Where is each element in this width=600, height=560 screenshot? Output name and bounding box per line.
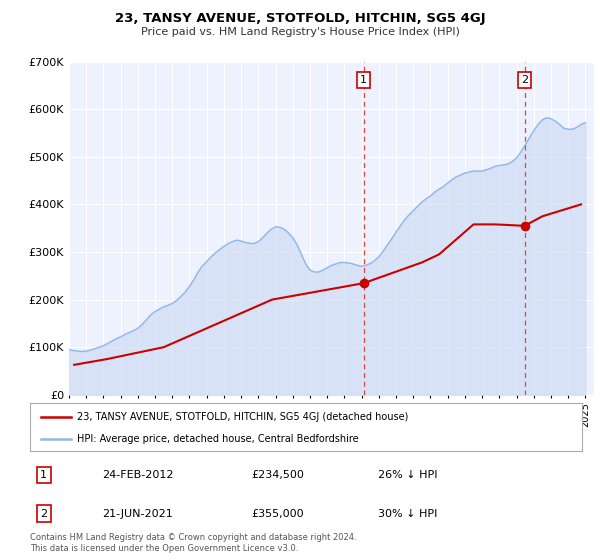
Text: 26% ↓ HPI: 26% ↓ HPI bbox=[378, 470, 437, 480]
Text: HPI: Average price, detached house, Central Bedfordshire: HPI: Average price, detached house, Cent… bbox=[77, 434, 359, 444]
Text: 23, TANSY AVENUE, STOTFOLD, HITCHIN, SG5 4GJ: 23, TANSY AVENUE, STOTFOLD, HITCHIN, SG5… bbox=[115, 12, 485, 25]
Text: 21-JUN-2021: 21-JUN-2021 bbox=[102, 509, 173, 519]
Text: 2: 2 bbox=[521, 75, 528, 85]
Text: 24-FEB-2012: 24-FEB-2012 bbox=[102, 470, 173, 480]
Text: This data is licensed under the Open Government Licence v3.0.: This data is licensed under the Open Gov… bbox=[30, 544, 298, 553]
Text: £234,500: £234,500 bbox=[251, 470, 304, 480]
Text: 1: 1 bbox=[360, 75, 367, 85]
Text: 23, TANSY AVENUE, STOTFOLD, HITCHIN, SG5 4GJ (detached house): 23, TANSY AVENUE, STOTFOLD, HITCHIN, SG5… bbox=[77, 412, 408, 422]
Text: 2: 2 bbox=[40, 509, 47, 519]
Text: £355,000: £355,000 bbox=[251, 509, 304, 519]
Text: Price paid vs. HM Land Registry's House Price Index (HPI): Price paid vs. HM Land Registry's House … bbox=[140, 27, 460, 37]
Text: 30% ↓ HPI: 30% ↓ HPI bbox=[378, 509, 437, 519]
Text: 1: 1 bbox=[40, 470, 47, 480]
Text: Contains HM Land Registry data © Crown copyright and database right 2024.: Contains HM Land Registry data © Crown c… bbox=[30, 533, 356, 542]
